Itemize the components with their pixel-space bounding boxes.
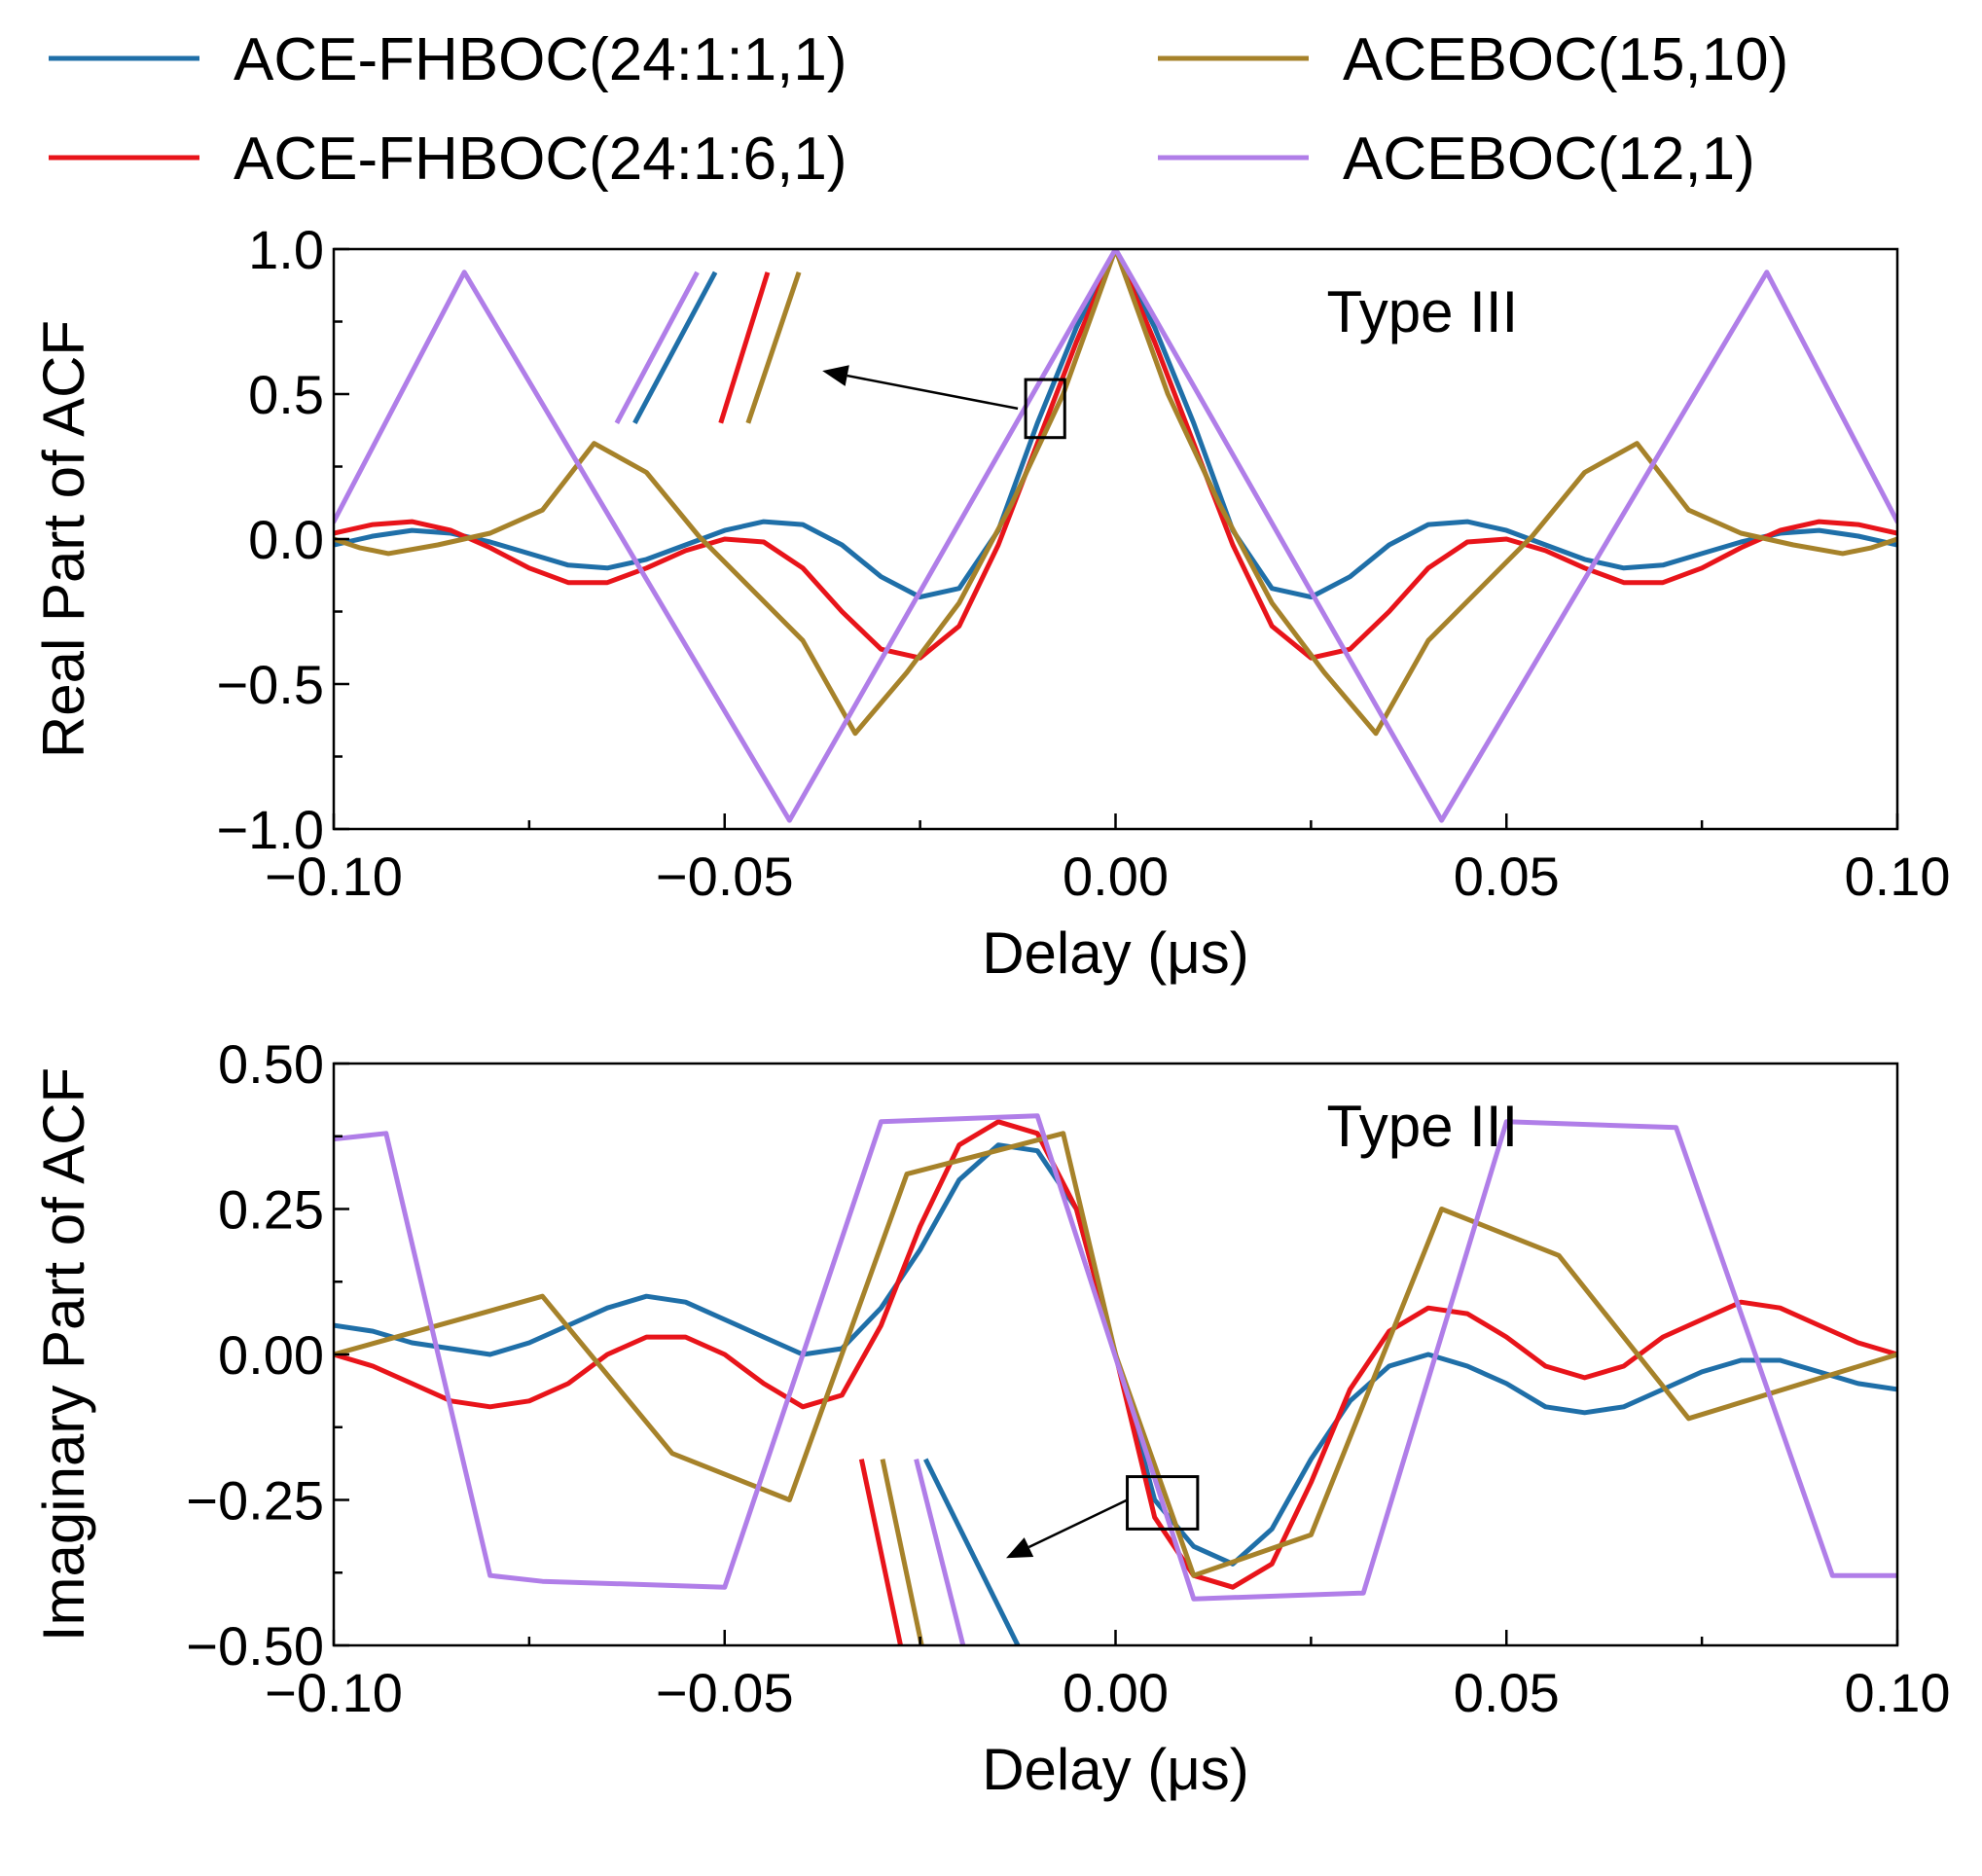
real-type-annotation: Type III (1326, 279, 1518, 344)
imag-series-layer (334, 1113, 1897, 1602)
real-x-tick-labels: −0.10 −0.05 0.00 0.05 0.10 (265, 846, 1950, 907)
real-inset-aceboc-12-1 (614, 271, 700, 424)
real-y-axis-title: Real Part of ACF (31, 320, 96, 758)
x-tick-label: −0.10 (265, 1662, 403, 1723)
x-tick-label: 0.00 (1063, 846, 1169, 907)
y-tick-label: 1.0 (248, 219, 324, 280)
legend-label-ace-fhboc-24-1-1-1: ACE-FHBOC(24:1:1,1) (234, 26, 847, 93)
imag-y-tick-labels: −0.50 −0.25 0.00 0.25 0.50 (186, 1033, 324, 1677)
legend: ACE-FHBOC(24:1:1,1) ACE-FHBOC(24:1:6,1) … (49, 26, 1788, 193)
real-series-layer (334, 249, 1897, 823)
y-tick-label: 0.5 (248, 364, 324, 425)
x-tick-label: 0.10 (1845, 846, 1951, 907)
imag-inset-ace-fhboc-24-1-1-1 (923, 1458, 1021, 1647)
legend-label-aceboc-12-1: ACEBOC(12,1) (1343, 126, 1755, 193)
imag-axis-ticks (332, 1062, 1899, 1647)
real-axis-ticks (332, 247, 1899, 831)
imag-inset-aceboc-15-10 (880, 1459, 924, 1646)
real-y-tick-labels: −1.0 −0.5 0.0 0.5 1.0 (216, 219, 324, 860)
real-part-panel: −0.10 −0.05 0.00 0.05 0.10 −1.0 −0.5 0.0… (31, 219, 1951, 986)
imag-arrow-head (1006, 1537, 1034, 1559)
imag-type-annotation: Type III (1326, 1094, 1518, 1159)
x-tick-label: −0.05 (656, 846, 794, 907)
real-zoom-inset (614, 271, 1066, 440)
imag-y-axis-title: Imaginary Part of ACF (31, 1067, 96, 1642)
legend-label-ace-fhboc-24-1-6-1: ACE-FHBOC(24:1:6,1) (234, 126, 847, 193)
y-tick-label: −1.0 (216, 799, 324, 860)
x-tick-label: −0.05 (656, 1662, 794, 1723)
imag-arrow-shaft (1027, 1498, 1129, 1549)
real-inset-aceboc-15-10 (745, 271, 802, 424)
real-series-ace-fhboc-24-1-1-1 (334, 249, 1897, 600)
real-series-aceboc-15-10 (334, 249, 1897, 737)
real-inset-ace-fhboc-24-1-6-1 (718, 271, 771, 424)
imag-series-aceboc-12-1 (334, 1113, 1897, 1602)
real-series-ace-fhboc-24-1-6-1 (334, 249, 1897, 661)
x-tick-label: 0.05 (1454, 1662, 1560, 1723)
y-tick-label: −0.5 (216, 654, 324, 715)
imag-zoom-inset (858, 1458, 1200, 1647)
real-inset-ace-fhboc-24-1-1-1 (632, 271, 718, 424)
imag-x-axis-title: Delay (μs) (982, 1737, 1249, 1802)
imaginary-part-panel: −0.10 −0.05 0.00 0.05 0.10 −0.50 −0.25 0… (31, 1033, 1951, 1802)
real-zoom-box (1024, 378, 1066, 440)
y-tick-label: 0.25 (218, 1179, 324, 1241)
x-tick-label: 0.10 (1845, 1662, 1951, 1723)
real-arrow-head (822, 365, 849, 386)
real-series-aceboc-12-1 (334, 249, 1897, 823)
y-tick-label: −0.25 (186, 1470, 324, 1532)
imag-x-tick-labels: −0.10 −0.05 0.00 0.05 0.10 (265, 1662, 1950, 1723)
legend-label-aceboc-15-10: ACEBOC(15,10) (1343, 26, 1788, 93)
y-tick-label: 0.00 (218, 1324, 324, 1386)
imag-inset-aceboc-12-1 (914, 1459, 966, 1646)
real-x-axis-title: Delay (μs) (982, 920, 1249, 986)
x-tick-label: −0.10 (265, 846, 403, 907)
x-tick-label: 0.00 (1063, 1662, 1169, 1723)
imag-zoom-box (1126, 1475, 1200, 1531)
x-tick-label: 0.05 (1454, 846, 1560, 907)
real-arrow-shaft (847, 374, 1019, 411)
imag-inset-ace-fhboc-24-1-6-1 (858, 1459, 903, 1646)
y-tick-label: −0.50 (186, 1615, 324, 1677)
y-tick-label: 0.0 (248, 509, 324, 570)
y-tick-label: 0.50 (218, 1033, 324, 1095)
